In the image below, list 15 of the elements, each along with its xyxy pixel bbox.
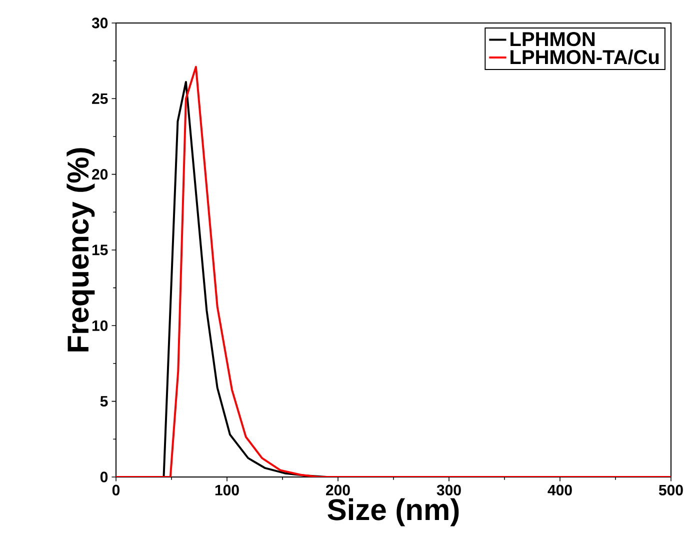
legend-label: LPHMON — [510, 32, 595, 46]
x-axis-title: Size (nm) — [328, 498, 459, 526]
x-tick-label: 400 — [548, 484, 572, 496]
x-tick-label: 500 — [658, 484, 683, 496]
y-tick-label: 5 — [100, 396, 108, 407]
x-tick-label: 100 — [215, 484, 239, 496]
x-tick-label: 0 — [112, 484, 120, 496]
y-tick-label: 0 — [100, 472, 108, 482]
y-tick-label: 10 — [92, 320, 108, 331]
y-tick-label: 30 — [92, 18, 108, 28]
y-tick-label: 15 — [92, 244, 108, 256]
x-tick-label: 200 — [326, 484, 350, 496]
y-tick-label: 25 — [92, 93, 108, 104]
legend-label: LPHMON-TA/Cu — [510, 50, 659, 64]
x-tick-label: 300 — [436, 484, 461, 496]
